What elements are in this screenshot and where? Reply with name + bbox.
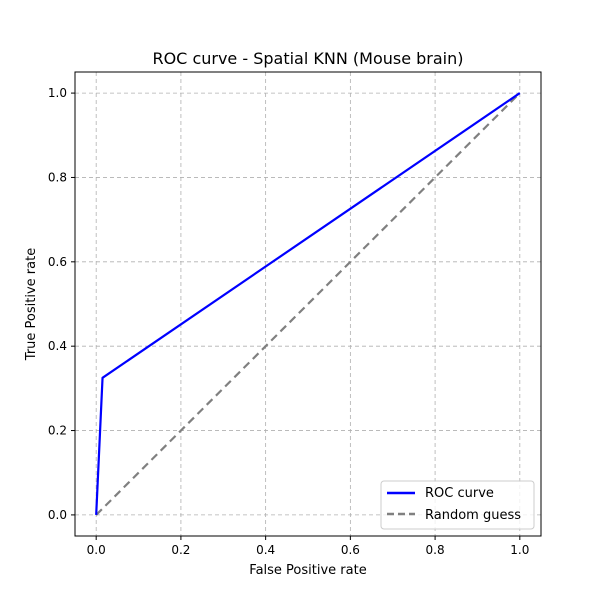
x-tick-label: 0.4 xyxy=(256,543,275,557)
y-tick-label: 1.0 xyxy=(48,86,67,100)
legend-box xyxy=(380,480,535,530)
legend-label-random-guess: Random guess xyxy=(425,508,521,523)
x-tick-label: 0.0 xyxy=(87,543,106,557)
series-line-random-guess xyxy=(95,92,521,516)
y-tick-label: 0.6 xyxy=(48,255,67,269)
y-tick-label: 0.2 xyxy=(48,424,67,438)
x-tick-label: 1.0 xyxy=(510,543,529,557)
x-axis-label: False Positive rate xyxy=(249,563,366,578)
series-layer xyxy=(95,92,521,516)
ticks: 0.0 0.2 0.4 0.6 0.8 1.0 0.0 0.2 0.4 0.6 0.8 1.0 xyxy=(48,86,529,557)
x-tick-label: 0.8 xyxy=(426,543,445,557)
legend: ROC curve Random guess xyxy=(380,480,535,530)
plot-frame xyxy=(74,71,542,537)
series-line-roc-curve xyxy=(95,92,521,515)
x-tick-label: 0.6 xyxy=(341,543,360,557)
y-tick-label: 0.4 xyxy=(48,339,67,353)
x-tick-label: 0.2 xyxy=(171,543,190,557)
y-tick-label: 0.8 xyxy=(48,170,67,184)
y-axis-label: True Positive rate xyxy=(24,248,39,361)
grid xyxy=(75,72,541,536)
chart-title: ROC curve - Spatial KNN (Mouse brain) xyxy=(152,49,463,68)
legend-label-roc-curve: ROC curve xyxy=(425,486,494,501)
y-tick-label: 0.0 xyxy=(48,508,67,522)
